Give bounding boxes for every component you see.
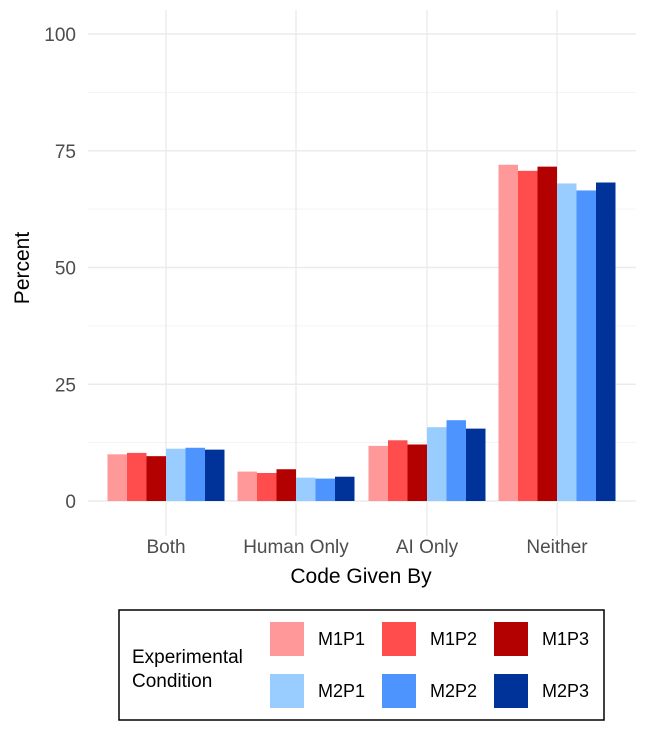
y-tick-label: 100 — [44, 25, 76, 46]
bar-m1p1-both — [107, 454, 127, 501]
bar-m1p1-human-only — [237, 471, 257, 501]
bar-m1p1-neither — [498, 164, 518, 501]
bar-m2p3-both — [205, 449, 225, 501]
legend-swatch — [270, 674, 304, 708]
x-tick-label: AI Only — [396, 537, 459, 558]
x-tick-label: Human Only — [243, 537, 349, 558]
bar-m2p1-ai-only — [427, 427, 447, 501]
bar-m2p3-ai-only — [466, 428, 486, 501]
bar-m1p2-both — [127, 452, 147, 501]
bar-m1p2-ai-only — [388, 440, 408, 501]
legend-item-m2p2: M2P2 — [382, 674, 477, 708]
legend-item-m1p3: M1P3 — [494, 622, 589, 656]
bar-m1p3-both — [146, 456, 166, 501]
legend-label: M2P1 — [318, 681, 365, 701]
legend-swatch — [270, 622, 304, 656]
legend-item-m1p2: M1P2 — [382, 622, 477, 656]
bar-m1p3-human-only — [276, 469, 296, 501]
bar-m2p3-human-only — [335, 476, 355, 501]
legend-label: M1P2 — [430, 629, 477, 649]
y-axis-ticks: 0 25 50 75 100 — [44, 25, 76, 513]
legend-swatch — [494, 674, 528, 708]
x-axis-title: Code Given By — [290, 565, 432, 588]
bar-m2p2-ai-only — [446, 420, 466, 501]
bar-m1p1-ai-only — [368, 445, 388, 501]
bar-m1p2-neither — [518, 170, 538, 501]
bar-m2p3-neither — [596, 182, 616, 502]
bar-m1p2-human-only — [257, 472, 277, 501]
bar-m1p3-ai-only — [407, 444, 427, 501]
legend-item-m2p3: M2P3 — [494, 674, 589, 708]
legend-label: M2P2 — [430, 681, 477, 701]
bars — [107, 164, 616, 502]
y-tick-label: 50 — [55, 259, 76, 280]
bar-m2p2-human-only — [315, 478, 335, 501]
bar-m2p2-neither — [576, 190, 596, 501]
legend-title-line-1: Experimental — [132, 647, 243, 668]
y-tick-label: 25 — [55, 375, 76, 396]
legend-label: M1P3 — [542, 629, 589, 649]
bar-m2p1-both — [166, 448, 186, 501]
legend-label: M2P3 — [542, 681, 589, 701]
x-axis-ticks: Both Human Only AI Only Neither — [146, 537, 588, 558]
legend-items: M1P1 M1P2 M1P3 M2P1 M2P2 M2P3 — [270, 622, 589, 708]
legend-label: M1P1 — [318, 629, 365, 649]
legend-title-line-2: Condition — [132, 671, 212, 692]
legend-item-m2p1: M2P1 — [270, 674, 365, 708]
bar-m1p3-neither — [537, 166, 557, 502]
bar-m2p1-human-only — [296, 477, 316, 501]
y-tick-label: 0 — [65, 492, 76, 513]
legend-swatch — [382, 622, 416, 656]
x-tick-label: Both — [146, 537, 185, 558]
legend-swatch — [494, 622, 528, 656]
x-tick-label: Neither — [526, 537, 588, 558]
bar-m2p1-neither — [557, 183, 577, 501]
legend-item-m1p1: M1P1 — [270, 622, 365, 656]
legend-swatch — [382, 674, 416, 708]
y-tick-label: 75 — [55, 142, 76, 163]
y-axis-title: Percent — [11, 232, 34, 305]
bar-m2p2-both — [185, 447, 205, 501]
